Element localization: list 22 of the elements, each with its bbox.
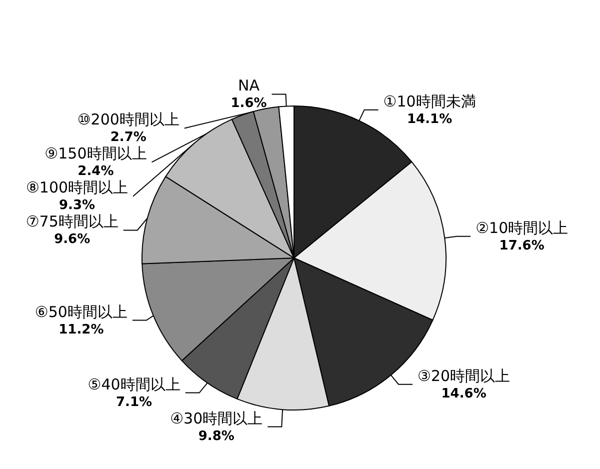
slice-label: ①10時間未満 [383, 92, 476, 110]
slice-label: ⑦75時間以上 [26, 212, 118, 231]
data-label: 9.3% [58, 198, 96, 214]
slice-label: ⑥50時間以上 [34, 302, 128, 321]
slice-label: ⑧100時間以上 [26, 178, 128, 197]
data-label: 9.6% [54, 232, 90, 248]
slice-label: ④30時間以上 [170, 409, 263, 428]
data-label: 17.6% [499, 238, 544, 254]
slice-label: ⑩200時間以上 [77, 110, 180, 129]
data-label: 14.1% [407, 112, 452, 127]
slice-label: ⑤40時間以上 [88, 375, 180, 394]
slice-label: ③20時間以上 [418, 366, 510, 385]
data-label: 2.4% [78, 164, 114, 180]
data-label: 11.2% [58, 322, 104, 338]
slice-label: ⑨150時間以上 [44, 144, 147, 163]
data-label: 1.6% [230, 96, 267, 112]
data-label: 14.6% [441, 386, 486, 402]
slice-label: NA [238, 76, 260, 95]
data-label: 9.8% [198, 428, 234, 444]
data-label: 7.1% [116, 394, 152, 410]
data-label: 2.7% [110, 130, 146, 146]
slice-label: ②10時間以上 [476, 218, 568, 237]
